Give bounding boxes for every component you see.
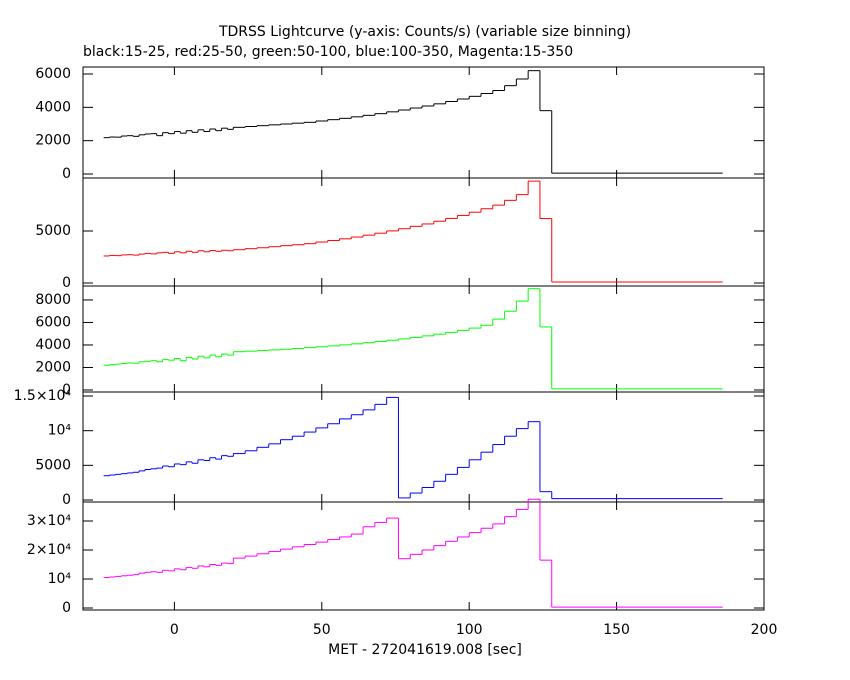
y-tick-label: 0: [62, 600, 71, 616]
panel-frame: [82, 66, 765, 179]
x-tick-label: 150: [603, 622, 630, 638]
panel-frame: [82, 391, 765, 503]
y-tick-label: 4000: [35, 99, 71, 115]
y-tick-label: 8000: [35, 292, 71, 308]
y-tick-label: 2×10⁴: [27, 542, 71, 558]
x-tick-label: 0: [170, 622, 179, 638]
panel-frame: [82, 285, 765, 393]
y-tick-label: 0: [62, 275, 71, 291]
y-tick-label: 0: [62, 166, 71, 182]
x-tick-label: 50: [313, 622, 331, 638]
y-tick-label: 1.5×10⁴: [14, 388, 72, 404]
y-tick-label: 2000: [35, 359, 71, 375]
y-tick-label: 5000: [35, 223, 71, 239]
y-tick-label: 2000: [35, 133, 71, 149]
panel-frame: [82, 501, 765, 611]
chart-title: TDRSS Lightcurve (y-axis: Counts/s) (var…: [218, 24, 631, 40]
x-tick-label: 100: [456, 622, 483, 638]
panel-frame: [82, 177, 765, 287]
y-tick-label: 5000: [35, 457, 71, 473]
y-tick-label: 4000: [35, 337, 71, 353]
y-tick-label: 10⁴: [48, 423, 72, 439]
y-tick-label: 6000: [35, 66, 71, 82]
x-tick-label: 200: [751, 622, 778, 638]
chart-subtitle: black:15-25, red:25-50, green:50-100, bl…: [83, 44, 573, 60]
y-tick-label: 10⁴: [48, 571, 72, 587]
y-tick-label: 0: [62, 492, 71, 508]
y-tick-label: 6000: [35, 314, 71, 330]
x-axis-label: MET - 272041619.008 [sec]: [328, 642, 522, 658]
y-tick-label: 0: [62, 382, 71, 398]
y-tick-label: 3×10⁴: [27, 513, 71, 529]
